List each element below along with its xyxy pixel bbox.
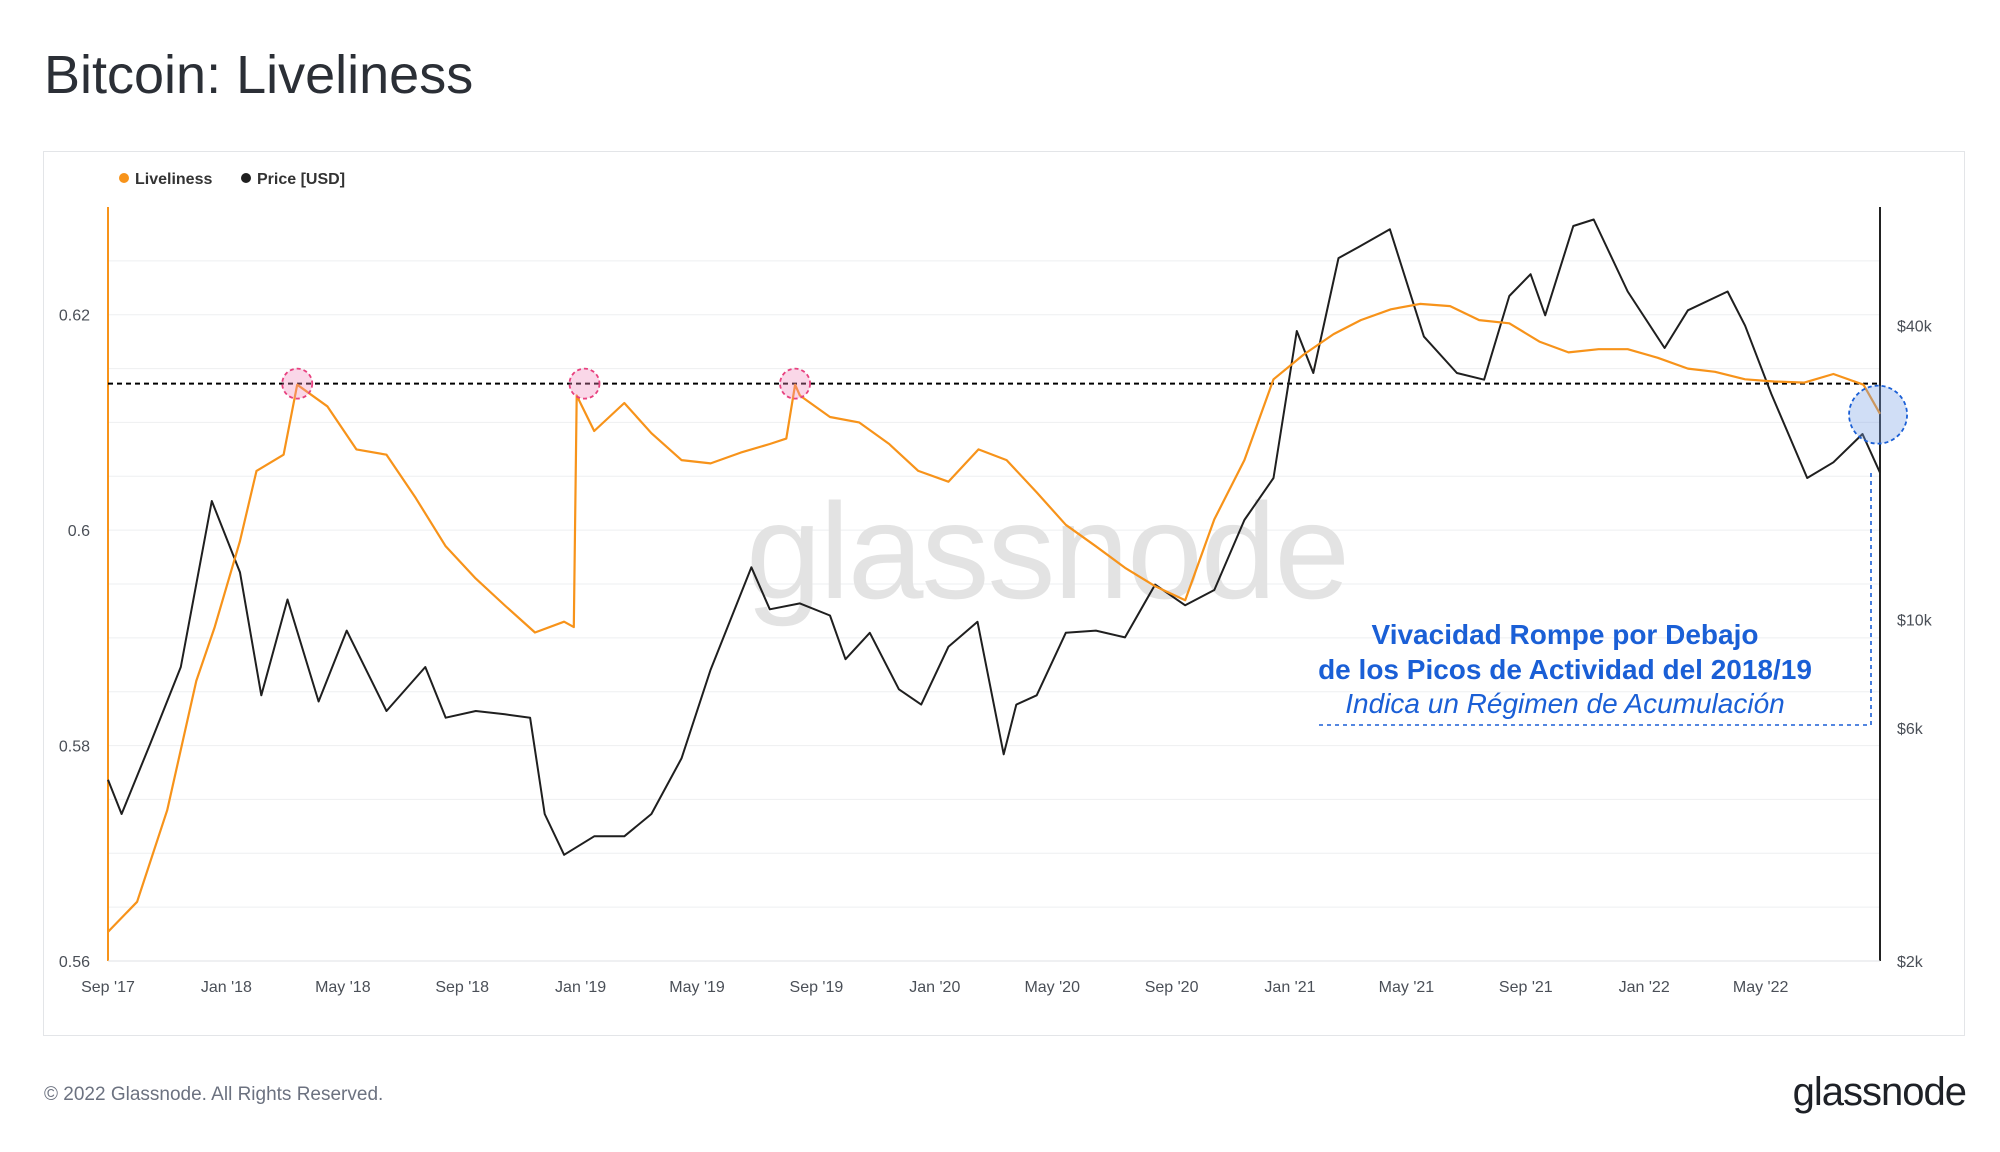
highlight-circle — [281, 367, 314, 400]
y-left-tick-label: 0.56 — [59, 954, 90, 971]
x-tick-label: May '21 — [1379, 979, 1435, 996]
legend-label-price: Price [USD] — [257, 171, 345, 188]
page-title: Bitcoin: Liveliness — [44, 45, 474, 105]
x-tick-label: May '18 — [315, 979, 371, 996]
x-tick-label: May '22 — [1733, 979, 1789, 996]
y-right-tick-label: $2k — [1897, 954, 1924, 971]
x-tick-label: Jan '22 — [1619, 979, 1670, 996]
legend-item-liveliness[interactable]: Liveliness — [119, 171, 212, 188]
y-right-tick-label: $6k — [1897, 721, 1924, 738]
y-left-tick-label: 0.6 — [68, 523, 90, 540]
footer-logo: glassnode — [1792, 1070, 1967, 1114]
watermark: glassnode — [746, 475, 1348, 627]
x-tick-label: Sep '19 — [790, 979, 844, 996]
highlight-circles — [281, 367, 1908, 445]
y-right-tick-label: $40k — [1897, 319, 1933, 336]
legend-dot-liveliness — [119, 173, 129, 183]
highlight-circle — [779, 367, 811, 400]
y-right-tick-label: $10k — [1897, 613, 1933, 630]
legend[interactable]: Liveliness Price [USD] — [119, 171, 345, 188]
y-left-tick-label: 0.62 — [59, 308, 90, 325]
annotation-connector — [1319, 472, 1872, 726]
x-tick-label: Sep '21 — [1499, 979, 1553, 996]
series-line-price — [107, 218, 1881, 856]
legend-label-liveliness: Liveliness — [135, 171, 212, 188]
legend-dot-price — [241, 173, 251, 183]
x-tick-label: May '19 — [669, 979, 725, 996]
liveliness-chart: glassnode Sep '17 Jan '18 May '18 Sep '18 Ja… — [59, 171, 1933, 996]
highlight-circle — [568, 367, 601, 400]
annotation: Vivacidad Rompe por Debajo de los Picos … — [1318, 472, 1872, 726]
footer-copyright: © 2022 Glassnode. All Rights Reserved. — [44, 1084, 384, 1105]
x-tick-label: Sep '20 — [1145, 979, 1199, 996]
tick-labels: Sep '17 Jan '18 May '18 Sep '18 Jan '19 May '… — [59, 308, 1933, 996]
series-line-liveliness — [107, 302, 1881, 933]
chart-card: glassnode Sep '17 Jan '18 May '18 Sep '18 Ja… — [43, 151, 1965, 1036]
x-tick-label: Jan '21 — [1264, 979, 1315, 996]
series-liveliness — [107, 302, 1881, 933]
annotation-line-3: Indica un Régimen de Acumulación — [1345, 688, 1784, 719]
x-tick-label: Sep '17 — [81, 979, 135, 996]
y-left-tick-label: 0.58 — [59, 739, 90, 756]
x-tick-label: Jan '19 — [555, 979, 606, 996]
annotation-line-2: de los Picos de Actividad del 2018/19 — [1318, 654, 1812, 685]
legend-item-price[interactable]: Price [USD] — [241, 171, 345, 188]
annotation-line-1: Vivacidad Rompe por Debajo — [1372, 619, 1759, 650]
axes — [107, 207, 1881, 962]
grid-lines — [108, 260, 1880, 908]
x-tick-label: Jan '20 — [909, 979, 960, 996]
x-tick-label: Sep '18 — [435, 979, 489, 996]
x-tick-label: May '20 — [1024, 979, 1080, 996]
x-tick-label: Jan '18 — [201, 979, 252, 996]
series-price — [107, 218, 1881, 856]
highlight-circle — [1848, 384, 1908, 445]
